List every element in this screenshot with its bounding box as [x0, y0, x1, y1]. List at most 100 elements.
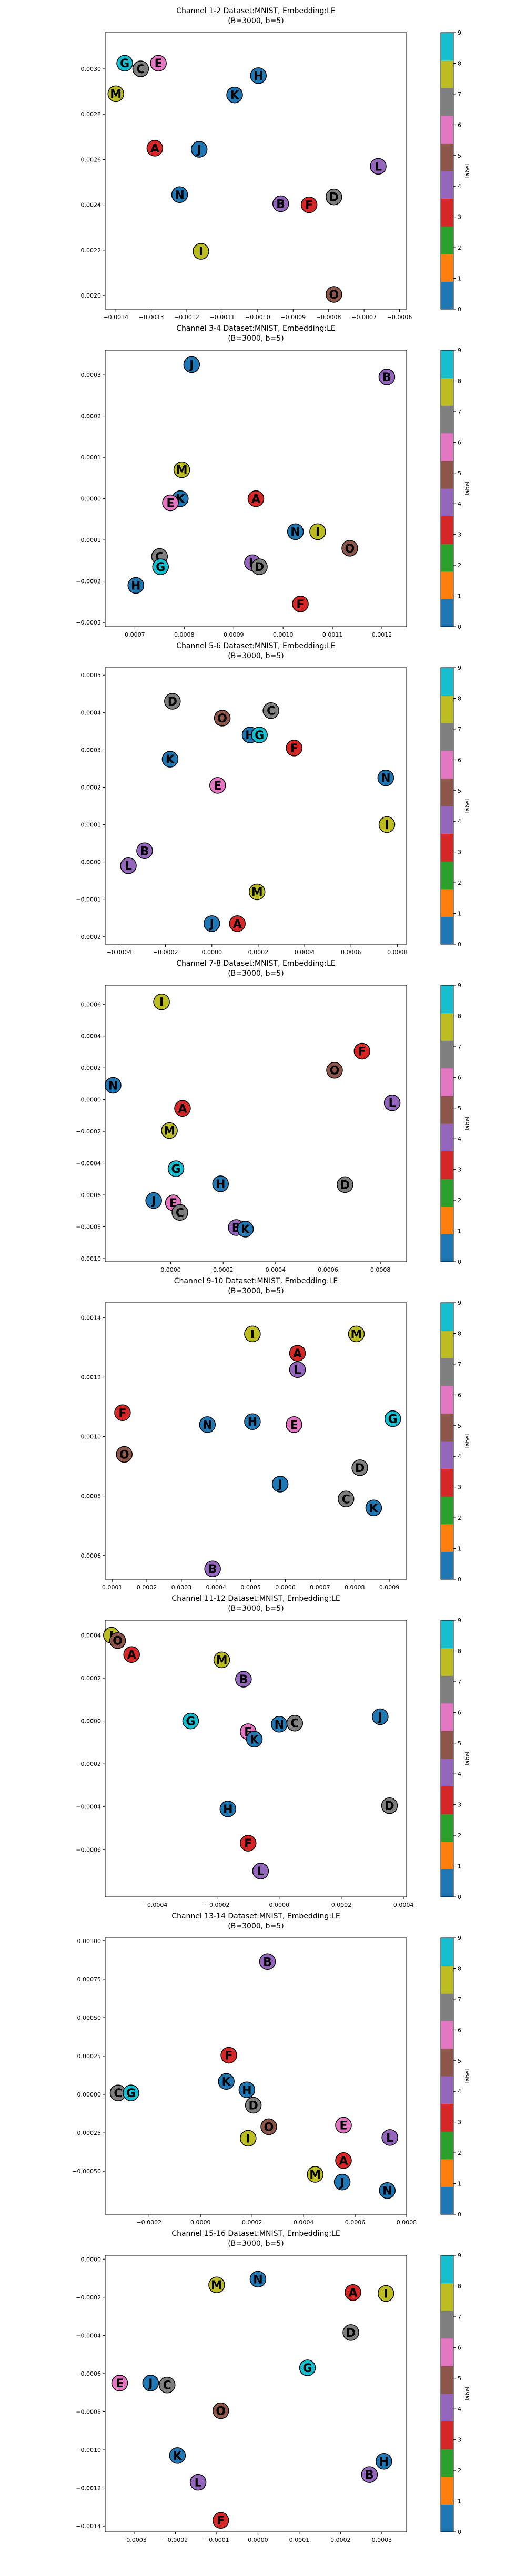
point-letter: H: [242, 2084, 251, 2097]
y-tick-label: 0.0003: [81, 372, 102, 379]
colorbar-segment: [441, 516, 453, 544]
colorbar-tick-label: 6: [458, 439, 461, 446]
colorbar-tick-label: 1: [458, 1546, 461, 1552]
point-marker: [127, 577, 144, 594]
point-marker: [335, 2152, 352, 2169]
x-tick-label: 0.0008: [397, 2219, 417, 2226]
colorbar-segment: [441, 2338, 453, 2366]
chart-subtitle: (B=3000, b=5): [228, 17, 284, 25]
point-marker: [384, 1410, 401, 1427]
x-tick-label: 0.0002: [137, 1584, 157, 1591]
chart-panel-1: Channel 1-2 Dataset:MNIST, Embedding:LE (…: [81, 7, 471, 321]
point-L: L: [383, 1094, 401, 1111]
point-marker: [145, 1192, 162, 1209]
colorbar: 0 1 2 3 4 5 6 7 8 9 label: [440, 2252, 471, 2536]
colorbar-tick-label: 3: [458, 1484, 461, 1491]
x-tick-label: 0.0000: [160, 1266, 181, 1273]
y-tick-label: −0.0002: [76, 1128, 101, 1135]
point-marker: [286, 740, 302, 757]
point-A: A: [174, 1100, 191, 1117]
point-F: F: [300, 196, 318, 213]
colorbar-tick-label: 5: [458, 1423, 461, 1429]
point-marker: [114, 1404, 131, 1422]
point-marker: [307, 2166, 323, 2183]
x-tick-label: 0.0002: [248, 949, 269, 956]
point-A: A: [289, 1345, 306, 1362]
colorbar-segment: [441, 2504, 453, 2532]
point-marker: [173, 461, 190, 478]
colorbar-tick-label: 2: [458, 880, 461, 886]
colorbar-segment: [441, 1869, 453, 1897]
colorbar-tick-label: 7: [458, 726, 461, 733]
y-tick-label: 0.0004: [81, 1033, 102, 1040]
point-marker: [286, 1714, 304, 1732]
plot-area: [105, 1937, 407, 2215]
point-marker: [376, 2453, 392, 2470]
chart-title: Channel 11-12 Dataset:MNIST, Embedding:L…: [171, 1594, 340, 1603]
point-letter: O: [329, 289, 339, 302]
point-letter: D: [355, 1462, 365, 1475]
point-letter: M: [164, 1125, 175, 1138]
point-letter: A: [293, 1347, 302, 1361]
point-E: E: [335, 2117, 352, 2134]
y-tick-label: −0.0008: [76, 2408, 101, 2415]
point-marker: [287, 523, 304, 540]
y-tick-label: 0.0006: [81, 1001, 102, 1008]
point-marker: [107, 85, 124, 103]
chart-panel-2: Channel 3-4 Dataset:MNIST, Embedding:LE(…: [76, 324, 471, 638]
y-tick-label: 0.0000: [81, 1097, 102, 1103]
point-E: E: [209, 777, 226, 794]
point-letter: L: [389, 1097, 396, 1110]
colorbar-frame: [440, 667, 454, 945]
point-L: L: [252, 1863, 269, 1879]
point-letter: J: [147, 2377, 153, 2390]
point-O: O: [109, 1632, 126, 1649]
colorbar-tick-label: 0: [458, 623, 461, 630]
point-marker: [372, 1708, 389, 1725]
colorbar-tick-label: 3: [458, 849, 461, 856]
colorbar-segment: [441, 405, 453, 434]
colorbar-tick-label: 8: [458, 2283, 461, 2289]
y-tick-label: −0.0014: [76, 2523, 101, 2530]
colorbar: 0 1 2 3 4 5 6 7 8 9 label: [440, 1300, 471, 1583]
y-tick-label: 0.0002: [81, 784, 102, 791]
point-N: N: [171, 186, 188, 203]
point-marker: [326, 1061, 343, 1079]
chart-subtitle: (B=3000, b=5): [228, 1922, 284, 1930]
colorbar-tick-label: 4: [458, 2406, 461, 2413]
point-marker: [246, 1731, 263, 1748]
point-marker: [204, 1560, 221, 1577]
x-tick-label: −0.0009: [280, 314, 306, 321]
point-D: D: [381, 1797, 398, 1814]
y-tick-label: 0.0022: [81, 247, 102, 254]
x-tick-label: −0.0010: [245, 314, 270, 321]
colorbar-segment: [441, 143, 453, 171]
point-letter: J: [277, 1478, 282, 1491]
colorbar-segment: [441, 723, 453, 751]
colorbar-segment: [441, 1413, 453, 1442]
x-tick-label: 0.0000: [190, 2219, 211, 2226]
x-tick-label: 0.0002: [331, 1902, 352, 1908]
point-J: J: [190, 141, 208, 158]
point-letter: F: [244, 1837, 252, 1851]
colorbar-segment: [441, 544, 453, 572]
colorbar-segment: [441, 33, 453, 61]
y-tick-label: −0.0002: [76, 578, 101, 585]
colorbar-tick-label: 8: [458, 695, 461, 702]
point-G: G: [152, 558, 169, 575]
y-tick-label: 0.00000: [77, 2091, 102, 2098]
point-G: G: [251, 727, 268, 743]
point-letter: C: [136, 63, 145, 76]
point-marker: [229, 915, 246, 932]
colorbar-tick-label: 5: [458, 152, 461, 159]
point-O: O: [326, 1061, 343, 1079]
point-letter: D: [340, 1179, 350, 1192]
point-H: H: [219, 1801, 237, 1817]
point-letter: K: [369, 1502, 379, 1515]
point-letter: G: [388, 1413, 398, 1426]
colorbar-tick-label: 8: [458, 60, 461, 67]
point-letter: F: [225, 2050, 233, 2063]
x-tick-label: −0.0002: [153, 949, 178, 956]
x-tick-label: −0.0004: [107, 949, 132, 956]
y-tick-label: −0.00050: [72, 2168, 101, 2175]
